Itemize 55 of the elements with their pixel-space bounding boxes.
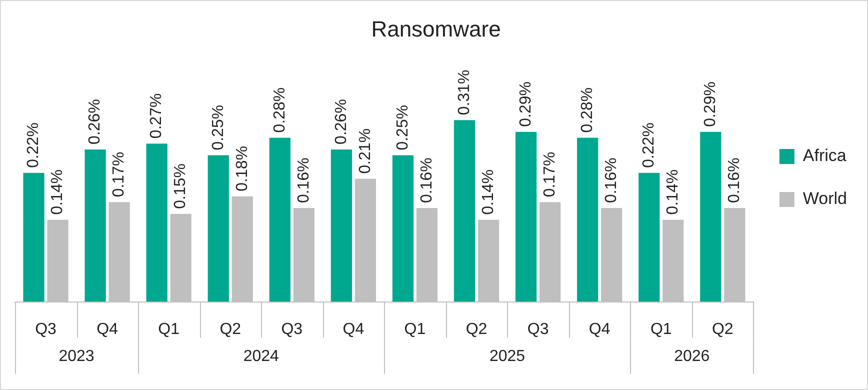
legend-label: Africa [802,146,847,166]
bar [515,132,537,302]
data-label: 0.28% [578,87,596,133]
data-label: 0.18% [234,146,251,192]
data-label: 0.28% [271,87,288,133]
data-label: 0.22% [25,122,42,168]
x-tick-label: Q3 [281,320,303,338]
data-label: 0.29% [517,81,534,127]
x-tick-label: Q1 [158,320,180,338]
data-label: 0.14% [664,169,682,215]
data-label: 0.27% [148,93,166,139]
data-label: 0.17% [110,152,128,198]
data-label: 0.16% [726,158,744,204]
data-label: 0.26% [86,99,104,144]
bar [23,172,44,302]
bar [577,138,598,302]
data-label: 0.25% [394,104,412,150]
data-label: 0.16% [295,158,312,204]
data-label: 0.26% [332,99,350,144]
bar [208,155,229,302]
x-tick-label: Q1 [404,320,426,338]
x-tick-label: Q3 [527,320,549,338]
text: 2023 [58,348,94,366]
bar [700,132,722,302]
x-tick-label: Q3 [35,320,57,338]
text: 2026 [674,348,710,366]
bar [638,172,660,302]
x-tick-label: Q2 [712,320,734,338]
data-label: 0.22% [640,122,658,168]
data-label: 0.14% [49,169,66,215]
data-label: 0.29% [702,81,720,127]
data-label: 0.25% [210,104,227,150]
bar [330,149,352,302]
data-label: 0.14% [480,169,497,215]
bar [146,144,168,302]
bar [84,149,106,302]
x-tick-label: Q2 [466,320,488,338]
text: 2025 [489,348,526,366]
x-tick-label: Q4 [96,320,118,338]
x-tick-label: Q4 [588,320,610,338]
bar [269,138,290,302]
data-label: 0.16% [418,158,436,204]
data-label: 0.15% [172,164,190,209]
bar [454,120,476,302]
x-tick-label: Q2 [220,320,242,338]
data-label: 0.31% [456,70,473,116]
legend-label: World [802,189,848,208]
data-label: 0.21% [356,128,374,174]
chart-title: Ransomware [371,16,501,42]
x-tick-label: Q4 [342,320,364,338]
text: 2024 [243,348,280,366]
data-label: 0.16% [602,158,620,204]
data-label: 0.17% [541,152,558,198]
bar [392,155,414,302]
x-tick-label: Q1 [650,320,672,338]
